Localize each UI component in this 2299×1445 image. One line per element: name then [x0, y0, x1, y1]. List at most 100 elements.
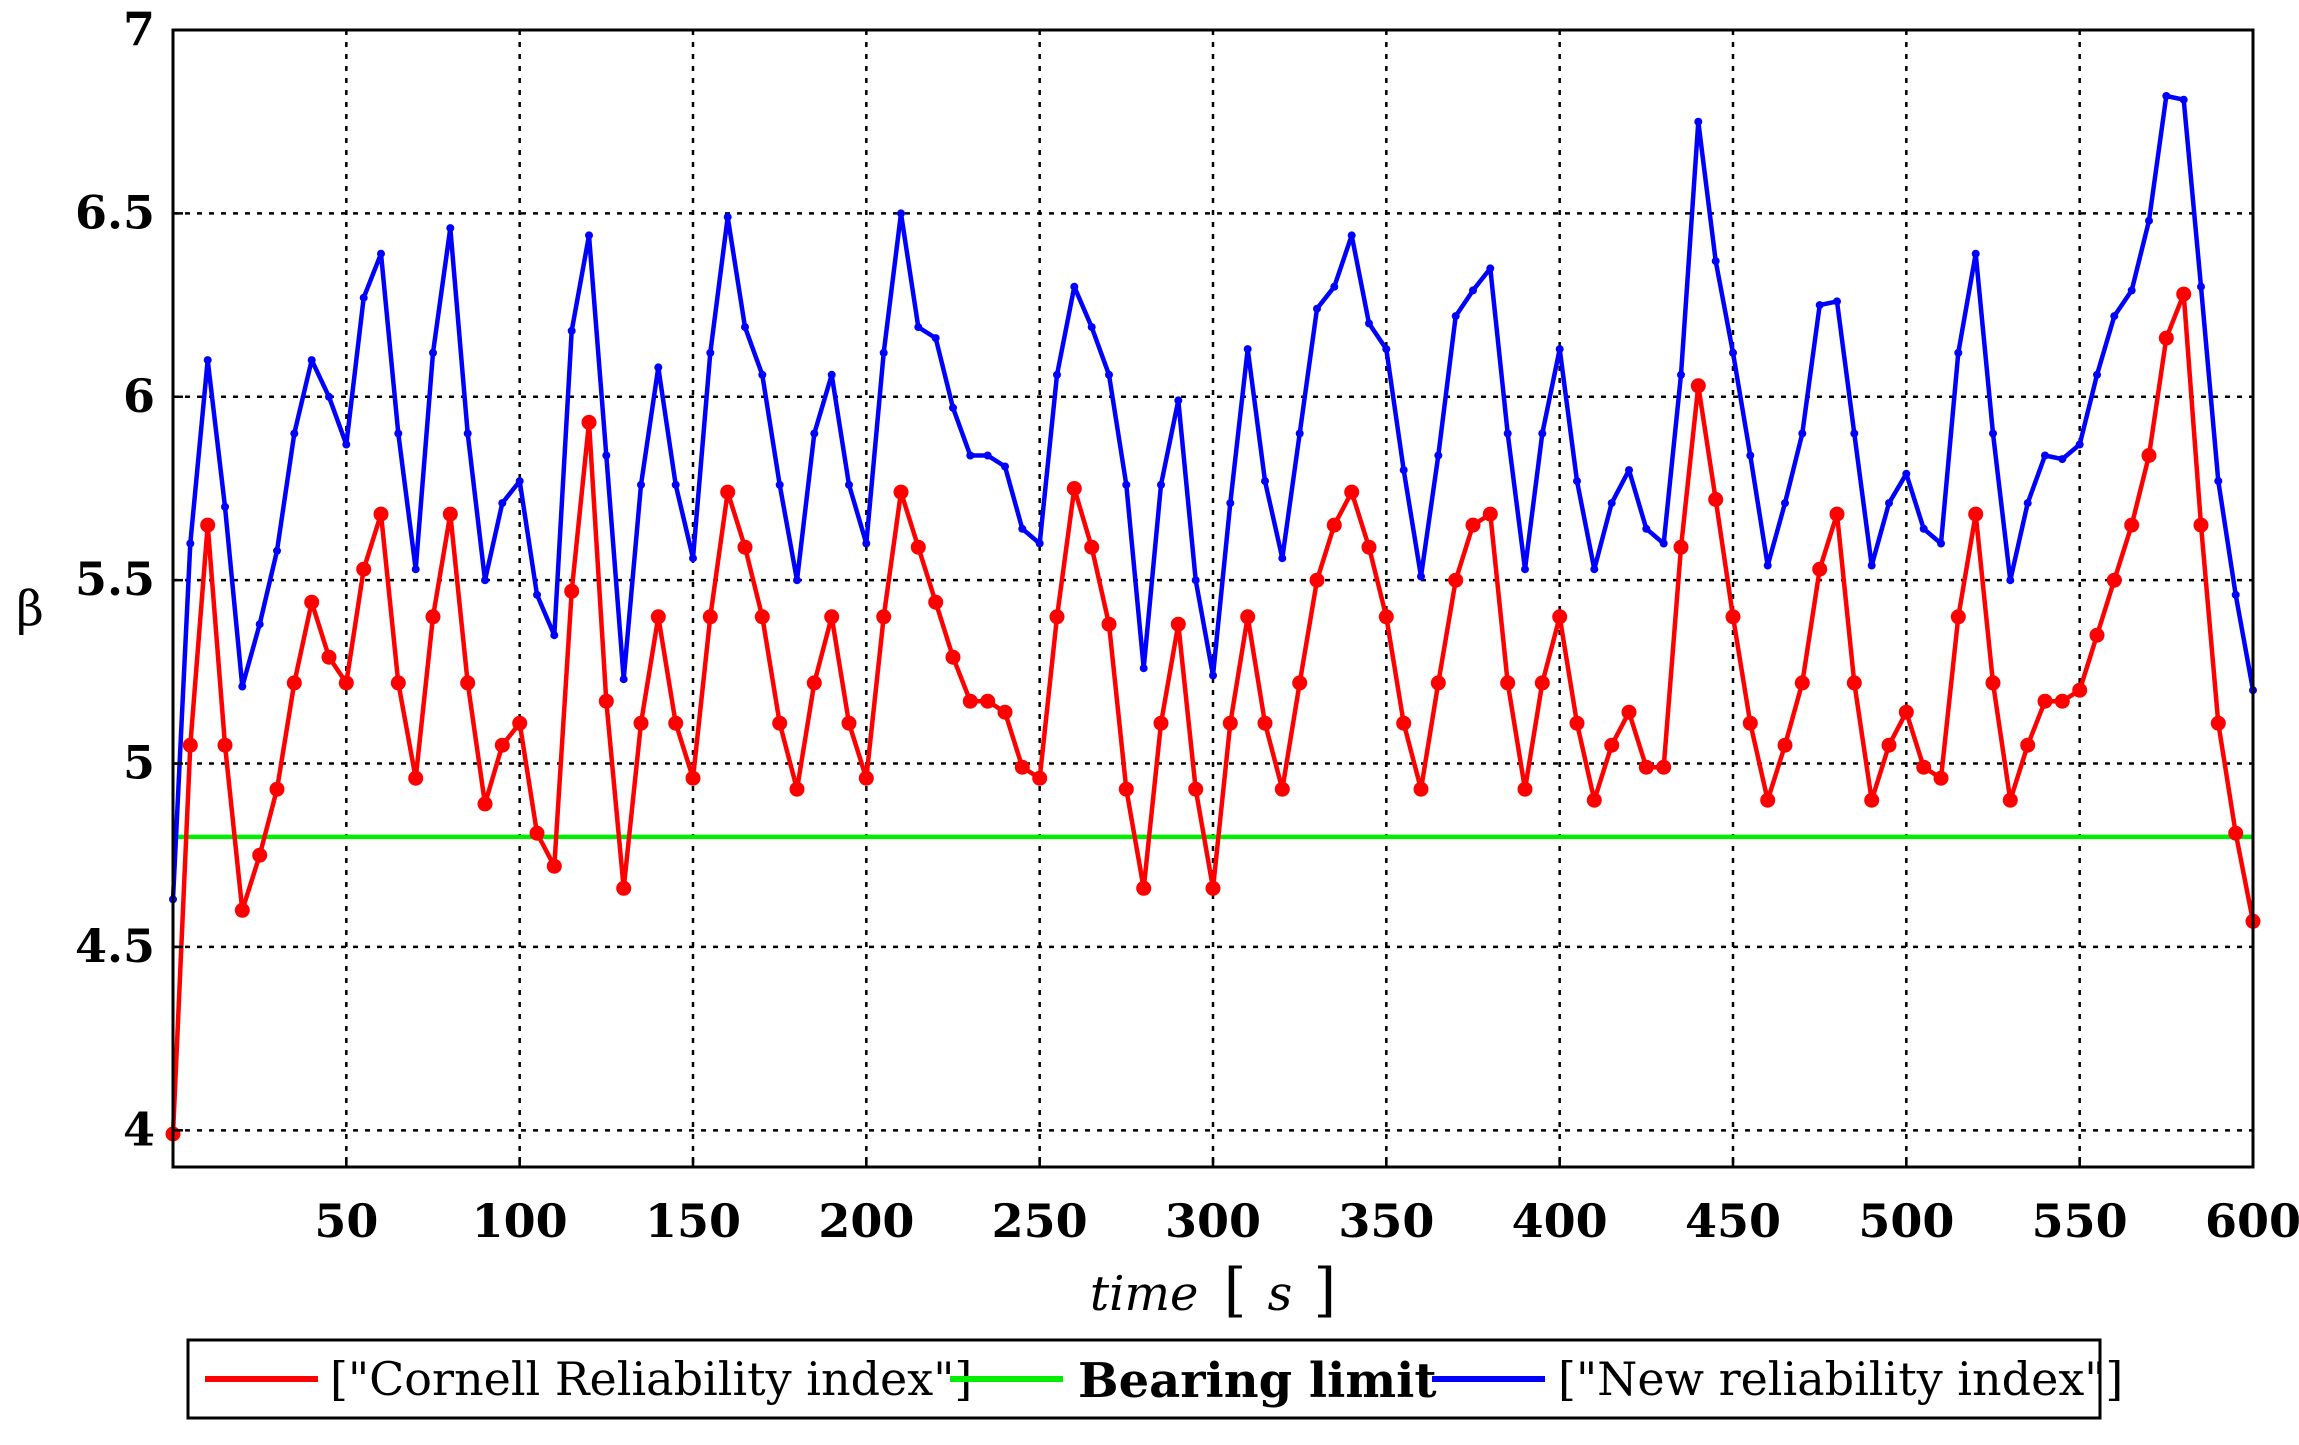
data-point [1812, 561, 1828, 577]
data-point [2037, 693, 2053, 709]
data-point [962, 693, 978, 709]
legend-label-new-index: ["New reliability index"] [1558, 1352, 2123, 1406]
data-point [2124, 517, 2140, 533]
data-point [1066, 481, 1082, 496]
data-point [1898, 704, 1914, 720]
data-point [1378, 609, 1394, 625]
data-point [654, 363, 663, 372]
x-tick-label: 600 [2205, 1194, 2299, 1248]
data-point [997, 704, 1013, 720]
data-point [1989, 429, 1997, 438]
x-ticks: 50 100 150 200 250 300 350 400 450 500 550 600 [314, 1157, 2299, 1248]
data-point [442, 506, 458, 522]
data-point [359, 293, 368, 302]
data-point [390, 675, 406, 691]
data-point [394, 429, 403, 438]
data-point [411, 565, 420, 574]
data-point [1451, 312, 1460, 321]
y-tick-label: 6.5 [75, 185, 155, 239]
data-point [1413, 781, 1429, 797]
data-point [2141, 448, 2157, 463]
data-point [512, 715, 528, 731]
data-point [1469, 286, 1477, 295]
data-point [720, 484, 736, 500]
data-point [1243, 345, 1252, 354]
data-point [477, 796, 493, 812]
data-point [2145, 216, 2153, 225]
data-point [1084, 539, 1100, 555]
data-point [1465, 517, 1481, 533]
data-point [1742, 715, 1758, 731]
data-point [1569, 715, 1585, 731]
data-point [2162, 92, 2171, 100]
data-point [1604, 737, 1620, 753]
data-point [2210, 715, 2226, 731]
data-point [1916, 759, 1932, 775]
data-point [1794, 675, 1810, 691]
data-point [897, 209, 905, 218]
data-point [685, 770, 701, 786]
data-point [1729, 348, 1737, 357]
x-tick-label: 400 [1512, 1194, 1608, 1248]
data-point [1781, 499, 1789, 508]
data-point [931, 334, 940, 343]
data-point [1014, 759, 1030, 775]
data-point [1240, 609, 1256, 625]
data-point [845, 480, 853, 489]
data-point [182, 737, 198, 753]
x-tick-label: 500 [1858, 1194, 1954, 1248]
data-point [2054, 693, 2070, 709]
data-point [186, 539, 195, 548]
data-point [286, 675, 302, 691]
data-point [772, 715, 788, 731]
data-point [1222, 715, 1238, 731]
data-point [689, 554, 697, 563]
data-point [862, 539, 871, 548]
data-point [494, 737, 510, 753]
data-point [1760, 792, 1776, 808]
data-point [373, 506, 389, 522]
data-point [1101, 616, 1117, 632]
data-point [1139, 664, 1148, 673]
data-point [619, 675, 628, 684]
data-point [1552, 609, 1568, 625]
data-point [2075, 440, 2084, 449]
data-point [321, 649, 337, 665]
data-point [2058, 455, 2067, 464]
data-point [1344, 484, 1360, 500]
x-tick-label: 450 [1685, 1194, 1781, 1248]
data-point [546, 858, 562, 874]
data-point [1153, 715, 1169, 731]
legend: ["Cornell Reliability index"] Bearing li… [186, 1338, 2123, 1420]
x-tick-label: 50 [314, 1194, 378, 1248]
data-point [2127, 286, 2136, 295]
data-point [200, 517, 216, 533]
x-tick-label: 250 [992, 1194, 1088, 1248]
data-point [290, 429, 299, 438]
y-tick-label: 5.5 [75, 552, 155, 606]
data-point [581, 414, 597, 430]
data-point [983, 451, 992, 460]
x-axis-title: time [ s ] [1090, 1256, 1336, 1324]
data-point [633, 715, 649, 731]
data-point [1157, 480, 1165, 489]
data-point [668, 715, 684, 731]
data-point [893, 484, 909, 500]
series-0 [165, 286, 2261, 1142]
data-point [429, 348, 437, 357]
data-point [1313, 304, 1321, 313]
data-point [2176, 286, 2192, 302]
data-point [1798, 429, 1807, 438]
data-point [550, 631, 559, 640]
x-tick-label: 300 [1165, 1194, 1261, 1248]
data-point [408, 770, 424, 786]
x-tick-label: 350 [1338, 1194, 1434, 1248]
x-tick-label: 100 [472, 1194, 568, 1248]
data-point [1001, 462, 1009, 471]
data-point [2228, 825, 2244, 841]
data-point [758, 370, 767, 379]
data-point [1656, 759, 1672, 775]
data-point [1937, 539, 1945, 548]
data-point [1292, 675, 1308, 691]
